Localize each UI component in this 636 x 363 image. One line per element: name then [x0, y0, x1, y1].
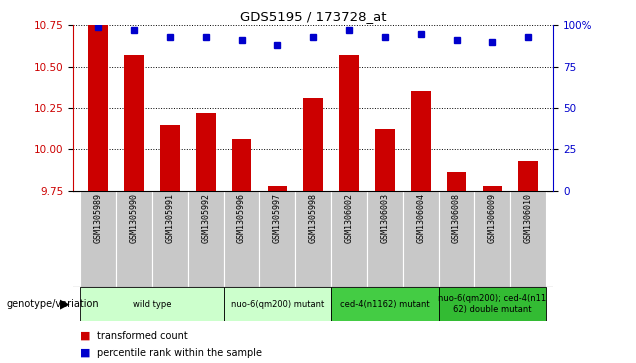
Bar	[124, 55, 144, 191]
Bar	[367, 191, 403, 287]
Bar	[403, 191, 439, 287]
Text: genotype/variation: genotype/variation	[6, 299, 99, 309]
Bar	[259, 191, 295, 287]
Bar	[339, 55, 359, 191]
Bar	[439, 191, 474, 287]
Bar	[116, 191, 152, 287]
Bar	[295, 191, 331, 287]
Text: GSM1306008: GSM1306008	[452, 193, 461, 244]
Bar	[188, 191, 224, 287]
Bar	[439, 287, 546, 321]
Bar	[268, 185, 287, 191]
Bar	[152, 191, 188, 287]
Bar	[483, 185, 502, 191]
Text: wild type: wild type	[133, 299, 171, 309]
Bar	[303, 98, 323, 191]
Text: GSM1306010: GSM1306010	[523, 193, 533, 244]
Text: transformed count: transformed count	[97, 331, 188, 341]
Text: GSM1305991: GSM1305991	[165, 193, 174, 244]
Bar	[232, 139, 251, 191]
Bar	[160, 125, 180, 191]
Text: GSM1305989: GSM1305989	[93, 193, 103, 244]
Bar	[196, 113, 216, 191]
Bar	[80, 287, 224, 321]
Bar	[331, 287, 439, 321]
Title: GDS5195 / 173728_at: GDS5195 / 173728_at	[240, 10, 387, 23]
Text: GSM1305990: GSM1305990	[130, 193, 139, 244]
Bar	[411, 91, 431, 191]
Text: ced-4(n1162) mutant: ced-4(n1162) mutant	[340, 299, 430, 309]
Text: GSM1306009: GSM1306009	[488, 193, 497, 244]
Bar	[375, 130, 395, 191]
Bar	[510, 191, 546, 287]
Bar	[331, 191, 367, 287]
Bar	[474, 191, 510, 287]
Text: GSM1306002: GSM1306002	[345, 193, 354, 244]
Text: ■: ■	[80, 347, 90, 358]
Bar	[80, 191, 116, 287]
Text: GSM1305996: GSM1305996	[237, 193, 246, 244]
Bar	[224, 287, 331, 321]
Text: GSM1306003: GSM1306003	[380, 193, 389, 244]
Text: GSM1305998: GSM1305998	[308, 193, 318, 244]
Bar	[518, 161, 538, 191]
Text: GSM1305997: GSM1305997	[273, 193, 282, 244]
Text: GSM1305992: GSM1305992	[201, 193, 211, 244]
Text: percentile rank within the sample: percentile rank within the sample	[97, 347, 262, 358]
Text: ▶: ▶	[60, 298, 70, 310]
Text: nuo-6(qm200) mutant: nuo-6(qm200) mutant	[231, 299, 324, 309]
Bar	[446, 172, 466, 191]
Text: ■: ■	[80, 331, 90, 341]
Text: nuo-6(qm200); ced-4(n11
62) double mutant: nuo-6(qm200); ced-4(n11 62) double mutan…	[438, 294, 546, 314]
Bar	[88, 25, 108, 191]
Bar	[224, 191, 259, 287]
Text: GSM1306004: GSM1306004	[416, 193, 425, 244]
